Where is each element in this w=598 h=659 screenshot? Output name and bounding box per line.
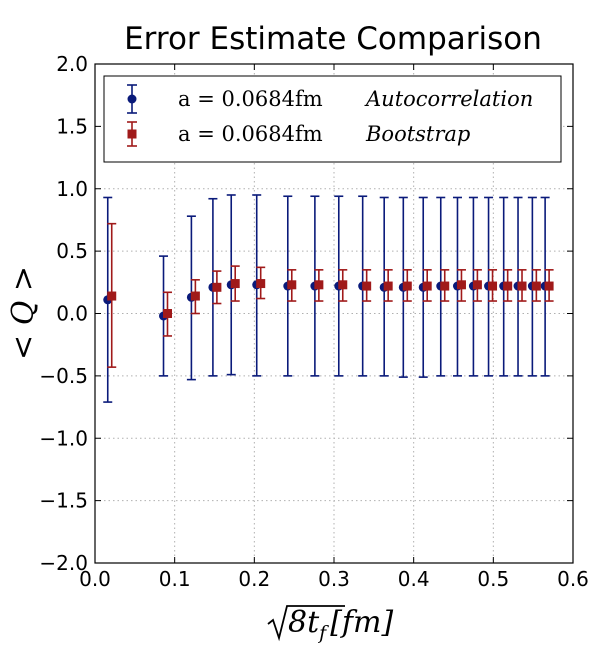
data-point-bootstrap — [338, 269, 348, 302]
legend: a = 0.0684fm Autocorrelation a = 0.0684f… — [103, 75, 562, 163]
y-tick-label: 1.0 — [56, 177, 88, 201]
y-tick-label: 0.5 — [56, 239, 88, 263]
data-point-bootstrap — [314, 269, 324, 302]
plot-frame — [94, 63, 574, 564]
legend-label-a-bootstrap: a = 0.0684fm — [178, 122, 323, 146]
data-point-bootstrap — [440, 269, 450, 302]
data-layer — [103, 194, 554, 403]
legend-label-a-autocorrelation: a = 0.0684fm — [178, 87, 323, 111]
data-point-bootstrap — [230, 265, 240, 302]
x-tick-label: 0.4 — [398, 567, 430, 591]
marker-square — [440, 281, 450, 291]
y-tick-label: −2.0 — [39, 551, 88, 575]
data-point-bootstrap — [190, 279, 200, 315]
data-point-bootstrap — [488, 269, 498, 302]
marker-square — [230, 279, 240, 289]
marker-square — [362, 281, 372, 291]
tick-labels: 0.0 0.1 0.2 0.3 0.4 0.5 0.6 2.0 1.5 1.0 0.5 0.0 −0.5… — [39, 52, 588, 591]
marker-square — [162, 309, 172, 318]
marker-square — [107, 291, 117, 301]
x-tick-label: 0.0 — [79, 567, 111, 591]
data-point-bootstrap — [362, 269, 372, 302]
data-point-bootstrap — [531, 269, 541, 302]
data-point-bootstrap — [503, 269, 513, 302]
x-tick-label: 0.6 — [557, 567, 589, 591]
marker-square — [422, 281, 432, 291]
marker-square — [544, 281, 554, 291]
sqrt-sign — [267, 605, 345, 642]
marker-square — [488, 281, 498, 291]
y-tick-label: −1.0 — [39, 426, 88, 450]
data-point-bootstrap — [517, 269, 527, 302]
y-tick-label: −1.5 — [39, 489, 88, 513]
marker-square — [517, 281, 527, 291]
marker-square — [212, 282, 222, 292]
data-point-bootstrap — [402, 269, 412, 302]
marker-square — [314, 280, 324, 290]
y-tick-label: 0.0 — [56, 302, 88, 326]
data-point-bootstrap — [162, 291, 172, 337]
legend-entry-autocorrelation: a = 0.0684fm Autocorrelation — [127, 84, 533, 114]
data-point-bootstrap — [544, 269, 554, 302]
y-tick-label: 1.5 — [56, 114, 88, 138]
data-point-bootstrap — [287, 269, 297, 302]
legend-marker-bootstrap — [127, 129, 137, 139]
data-point-bootstrap — [212, 270, 222, 305]
marker-square — [287, 280, 297, 290]
legend-label-autocorrelation: Autocorrelation — [364, 87, 533, 111]
series-bootstrap — [107, 222, 554, 368]
x-tick-label: 0.3 — [318, 567, 350, 591]
chart-title: Error Estimate Comparison — [124, 21, 542, 57]
marker-square — [256, 279, 266, 289]
legend-box — [103, 75, 562, 163]
marker-square — [503, 281, 513, 291]
y-tick-label: −0.5 — [39, 364, 88, 388]
legend-marker-autocorrelation — [127, 94, 137, 104]
data-point-bootstrap — [256, 266, 266, 300]
x-tick-label: 0.5 — [477, 567, 509, 591]
data-point-bootstrap — [422, 269, 432, 302]
x-axis-label-text: 8tf [fm] — [288, 605, 393, 644]
legend-entry-bootstrap: a = 0.0684fm Bootstrap — [127, 121, 470, 147]
legend-label-bootstrap: Bootstrap — [365, 122, 470, 146]
marker-square — [383, 281, 393, 291]
data-point-bootstrap — [456, 269, 466, 302]
x-axis-label: 8tf [fm] — [267, 605, 393, 644]
data-point-bootstrap — [472, 269, 482, 302]
y-axis-label: < Q > — [6, 266, 41, 360]
marker-square — [190, 291, 200, 301]
marker-square — [531, 281, 541, 291]
y-tick-label: 2.0 — [56, 52, 88, 76]
marker-square — [456, 280, 466, 290]
marker-square — [402, 281, 412, 291]
marker-square — [472, 280, 482, 290]
x-tick-label: 0.1 — [159, 567, 191, 591]
x-tick-label: 0.2 — [238, 567, 270, 591]
marker-square — [338, 280, 348, 290]
data-point-bootstrap — [107, 222, 117, 368]
data-point-bootstrap — [383, 269, 393, 302]
